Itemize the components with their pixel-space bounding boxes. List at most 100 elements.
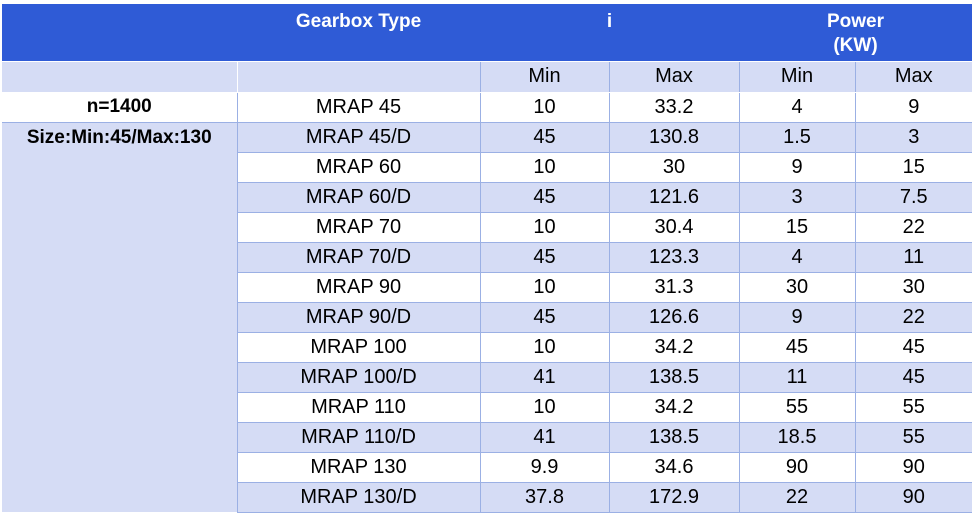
ratio-min-cell: 41 [480, 422, 610, 453]
subheader-power-max: Max [855, 61, 972, 93]
gearbox-type-cell: MRAP 100/D [237, 362, 481, 393]
ratio-min-cell: 45 [480, 302, 610, 333]
gearbox-type-cell: MRAP 70/D [237, 242, 481, 273]
table-subheader-row: Min Max Min Max [2, 61, 972, 93]
ratio-max-cell: 34.2 [609, 392, 740, 423]
power-max-cell: 55 [855, 392, 972, 423]
ratio-max-cell: 172.9 [609, 482, 740, 513]
ratio-max-cell: 30 [609, 152, 740, 183]
subheader-blank-2 [237, 61, 481, 93]
table-row: MRAP 100 10 34.2 45 45 [2, 332, 972, 363]
table-row: MRAP 70 10 30.4 15 22 [2, 212, 972, 243]
power-min-cell: 45 [739, 332, 856, 363]
ratio-max-cell: 30.4 [609, 212, 740, 243]
table-row: MRAP 90 10 31.3 30 30 [2, 272, 972, 303]
ratio-max-cell: 34.2 [609, 332, 740, 363]
table-row: MRAP 100/D 41 138.5 11 45 [2, 362, 972, 393]
subheader-i-min: Min [480, 61, 610, 93]
table-row: MRAP 90/D 45 126.6 9 22 [2, 302, 972, 333]
ratio-max-cell: 34.6 [609, 452, 740, 483]
ratio-min-cell: 10 [480, 92, 610, 123]
header-gearbox-type: Gearbox Type [237, 4, 480, 62]
power-min-cell: 9 [739, 152, 856, 183]
subheader-blank-1 [2, 61, 238, 93]
power-max-cell: 15 [855, 152, 972, 183]
gearbox-type-cell: MRAP 100 [237, 332, 481, 363]
power-max-cell: 11 [855, 242, 972, 273]
power-min-cell: 90 [739, 452, 856, 483]
table-row: MRAP 110 10 34.2 55 55 [2, 392, 972, 423]
ratio-min-cell: 41 [480, 362, 610, 393]
power-min-cell: 18.5 [739, 422, 856, 453]
gearbox-type-cell: MRAP 130 [237, 452, 481, 483]
ratio-max-cell: 33.2 [609, 92, 740, 123]
table-row: MRAP 130 9.9 34.6 90 90 [2, 452, 972, 483]
table-row: MRAP 130/D 37.8 172.9 22 90 [2, 482, 972, 513]
ratio-min-cell: 37.8 [480, 482, 610, 513]
power-max-cell: 22 [855, 302, 972, 333]
gearbox-type-cell: MRAP 90/D [237, 302, 481, 333]
gearbox-type-cell: MRAP 130/D [237, 482, 481, 513]
ratio-max-cell: 126.6 [609, 302, 740, 333]
power-min-cell: 22 [739, 482, 856, 513]
ratio-min-cell: 10 [480, 212, 610, 243]
ratio-min-cell: 10 [480, 332, 610, 363]
gearbox-type-cell: MRAP 90 [237, 272, 481, 303]
table-row: MRAP 70/D 45 123.3 4 11 [2, 242, 972, 273]
ratio-min-cell: 10 [480, 152, 610, 183]
power-max-cell: 90 [855, 482, 972, 513]
power-max-cell: 45 [855, 362, 972, 393]
size-label: Size:Min:45/Max:130 [2, 122, 238, 512]
power-min-cell: 4 [739, 92, 856, 123]
header-power-unit: (KW) [833, 35, 878, 56]
power-min-cell: 9 [739, 302, 856, 333]
gearbox-type-cell: MRAP 45/D [237, 122, 481, 153]
power-min-cell: 15 [739, 212, 856, 243]
ratio-max-cell: 31.3 [609, 272, 740, 303]
table-header-row: Gearbox Type i Power (KW) [2, 4, 972, 62]
power-min-cell: 3 [739, 182, 856, 213]
gearbox-type-cell: MRAP 110 [237, 392, 481, 423]
ratio-max-cell: 121.6 [609, 182, 740, 213]
table-row: MRAP 60 10 30 9 15 [2, 152, 972, 183]
gearbox-spec-table: Gearbox Type i Power (KW) Min Max Min Ma… [2, 4, 972, 513]
gearbox-type-cell: MRAP 60 [237, 152, 481, 183]
power-max-cell: 55 [855, 422, 972, 453]
ratio-min-cell: 45 [480, 182, 610, 213]
subheader-i-max: Max [609, 61, 740, 93]
power-min-cell: 55 [739, 392, 856, 423]
power-max-cell: 30 [855, 272, 972, 303]
header-power-label: Power [826, 11, 885, 32]
power-min-cell: 11 [739, 362, 856, 393]
ratio-max-cell: 138.5 [609, 362, 740, 393]
header-blank [2, 4, 237, 62]
gearbox-type-cell: MRAP 110/D [237, 422, 481, 453]
ratio-min-cell: 45 [480, 122, 610, 153]
gearbox-type-cell: MRAP 60/D [237, 182, 481, 213]
power-min-cell: 1.5 [739, 122, 856, 153]
gearbox-type-cell: MRAP 45 [237, 92, 481, 123]
ratio-max-cell: 130.8 [609, 122, 740, 153]
table-row: n=1400 MRAP 45 10 33.2 4 9 [2, 92, 972, 123]
table-row: MRAP 60/D 45 121.6 3 7.5 [2, 182, 972, 213]
header-power: Power (KW) [739, 4, 972, 62]
power-max-cell: 90 [855, 452, 972, 483]
table-row: MRAP 110/D 41 138.5 18.5 55 [2, 422, 972, 453]
power-min-cell: 30 [739, 272, 856, 303]
power-max-cell: 7.5 [855, 182, 972, 213]
ratio-min-cell: 9.9 [480, 452, 610, 483]
speed-label: n=1400 [2, 92, 238, 123]
power-max-cell: 3 [855, 122, 972, 153]
ratio-min-cell: 10 [480, 392, 610, 423]
header-ratio-i: i [480, 4, 739, 62]
subheader-power-min: Min [739, 61, 856, 93]
power-max-cell: 9 [855, 92, 972, 123]
ratio-min-cell: 45 [480, 242, 610, 273]
power-max-cell: 45 [855, 332, 972, 363]
ratio-min-cell: 10 [480, 272, 610, 303]
table-row: Size:Min:45/Max:130 MRAP 45/D 45 130.8 1.5 3 [2, 122, 972, 512]
power-min-cell: 4 [739, 242, 856, 273]
ratio-max-cell: 123.3 [609, 242, 740, 273]
gearbox-type-cell: MRAP 70 [237, 212, 481, 243]
